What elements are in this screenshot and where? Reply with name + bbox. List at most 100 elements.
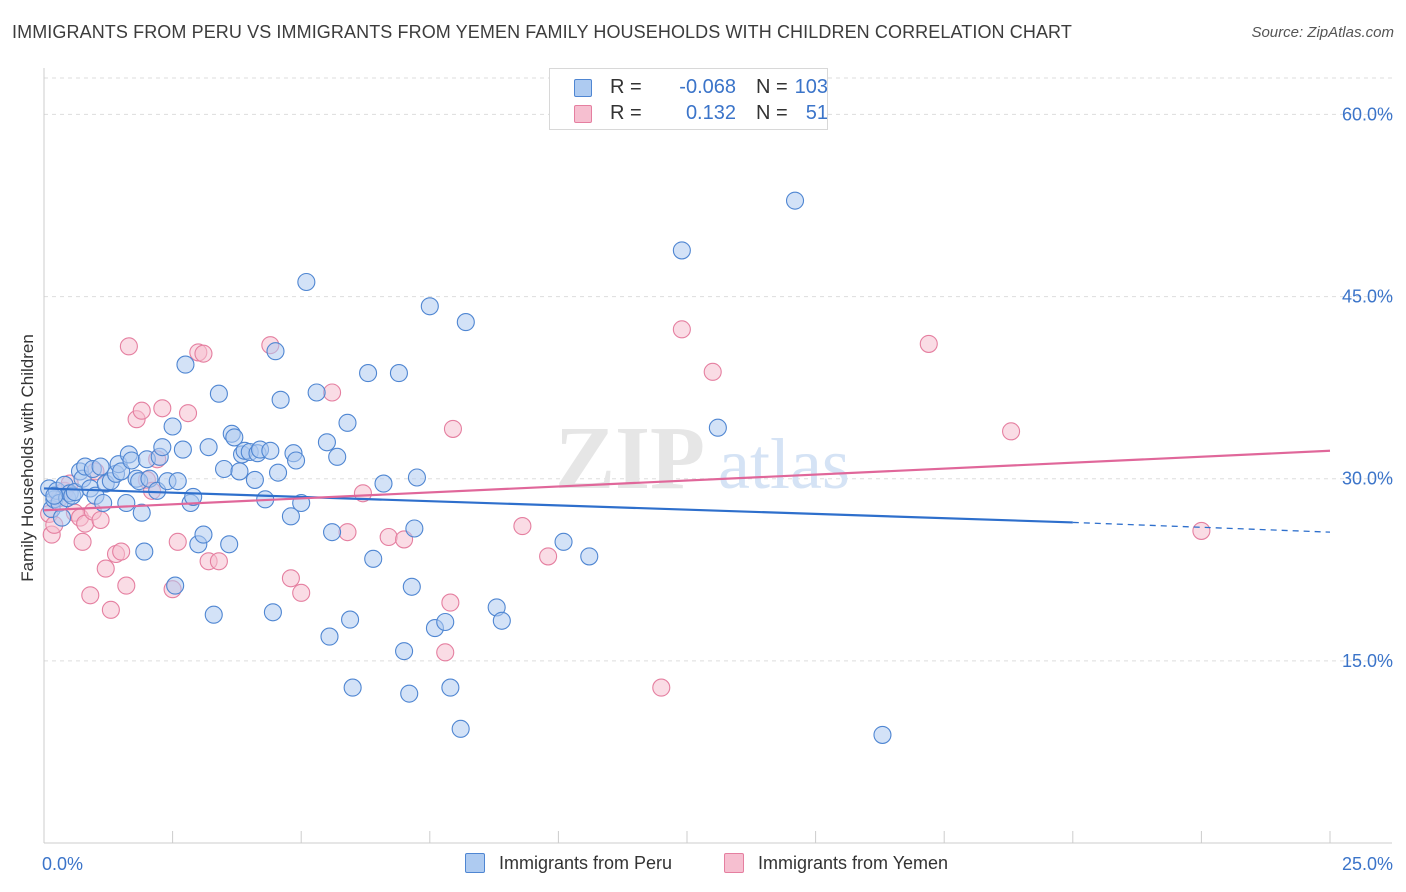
peru-point xyxy=(708,418,727,437)
peru-point xyxy=(580,547,599,566)
peru-points xyxy=(40,191,892,744)
peru-point xyxy=(320,627,339,646)
yemen-point xyxy=(379,527,398,547)
trend-lines xyxy=(43,449,1331,533)
peru-point xyxy=(338,413,357,432)
peru-point xyxy=(405,519,424,538)
peru-point xyxy=(297,272,316,292)
yemen-point xyxy=(353,484,372,503)
peru-point xyxy=(117,493,136,513)
peru-point xyxy=(492,611,511,630)
peru-point xyxy=(395,642,414,661)
peru-point xyxy=(323,523,342,542)
peru-point xyxy=(420,297,439,316)
yemen-point xyxy=(1002,422,1021,441)
bottom-legend-peru-label: Immigrants from Peru xyxy=(499,853,673,873)
peru-point xyxy=(266,342,285,361)
legend-r-value: -0.068 xyxy=(679,76,736,98)
peru-point xyxy=(436,612,455,632)
peru-point xyxy=(194,525,213,544)
yemen-point xyxy=(117,576,136,595)
peru-point xyxy=(407,468,426,487)
peru-point xyxy=(451,719,470,738)
yemen-point xyxy=(539,547,558,566)
peru-point xyxy=(400,684,419,703)
y-tick-label: 30.0% xyxy=(1342,469,1393,489)
yemen-point xyxy=(96,559,115,578)
peru-point xyxy=(122,451,141,470)
peru-point xyxy=(166,576,185,595)
peru-trend-line xyxy=(43,487,1073,524)
peru-point xyxy=(263,603,282,622)
bottom-legend-yemen-label: Immigrants from Yemen xyxy=(758,853,949,873)
yemen-point xyxy=(703,362,722,381)
yemen-point xyxy=(652,678,671,697)
watermark: ZIP atlas xyxy=(555,409,850,508)
yemen-point xyxy=(132,401,151,420)
yemen-point xyxy=(168,532,187,551)
yemen-point xyxy=(153,399,172,418)
peru-point xyxy=(132,503,151,522)
peru-point xyxy=(287,451,306,470)
yemen-point xyxy=(338,523,357,542)
peru-point xyxy=(176,355,195,374)
yemen-point xyxy=(81,586,100,605)
yemen-point xyxy=(292,583,311,602)
yemen-point xyxy=(513,517,532,536)
peru-point xyxy=(343,678,362,697)
peru-point xyxy=(269,463,288,482)
peru-point xyxy=(94,493,113,513)
peru-point xyxy=(328,447,347,466)
yemen-point xyxy=(178,404,198,423)
legend-n-label: N = xyxy=(756,102,788,124)
x-tick-label: 25.0% xyxy=(1342,854,1393,874)
peru-point xyxy=(554,532,573,551)
yemen-point xyxy=(194,344,213,363)
watermark-zip: ZIP xyxy=(555,409,705,508)
peru-point xyxy=(402,577,421,596)
yemen-point xyxy=(119,337,138,356)
chart-title: IMMIGRANTS FROM PERU VS IMMIGRANTS FROM … xyxy=(12,22,1072,42)
peru-point xyxy=(214,459,234,479)
peru-point xyxy=(91,457,110,476)
peru-point xyxy=(245,470,264,489)
peru-point xyxy=(672,241,691,260)
yemen-point xyxy=(101,600,120,619)
watermark-atlas: atlas xyxy=(718,424,850,504)
yemen-point xyxy=(443,419,462,438)
y-axis-label: Family Households with Children xyxy=(18,334,37,582)
yemen-point xyxy=(672,320,691,339)
yemen-point xyxy=(91,510,110,530)
peru-point xyxy=(199,438,218,457)
legend-n-value: 103 xyxy=(794,76,828,98)
peru-point xyxy=(456,313,475,332)
peru-swatch xyxy=(574,79,592,97)
yemen-point xyxy=(281,569,300,588)
peru-point xyxy=(374,474,393,493)
peru-point xyxy=(364,549,383,568)
peru-point xyxy=(163,417,182,436)
peru-point xyxy=(873,725,892,744)
legend-n-label: N = xyxy=(756,76,788,98)
peru-point xyxy=(271,390,290,409)
peru-point xyxy=(317,433,336,452)
legend-n-value: 51 xyxy=(805,102,828,124)
peru-point xyxy=(204,605,223,624)
yemen-point xyxy=(112,542,131,561)
tick-labels: 15.0% 30.0% 45.0% 60.0% 0.0% 25.0% xyxy=(42,104,1393,874)
yemen-point xyxy=(436,643,455,662)
peru-swatch xyxy=(465,853,485,873)
yemen-point xyxy=(209,552,228,571)
peru-point xyxy=(135,542,154,561)
yemen-point xyxy=(919,334,938,353)
yemen-point xyxy=(73,532,92,551)
peru-point xyxy=(52,508,72,527)
y-tick-label: 45.0% xyxy=(1342,287,1393,307)
peru-point xyxy=(281,507,300,526)
x-tick-label: 0.0% xyxy=(42,854,83,874)
peru-point xyxy=(261,441,280,460)
peru-point xyxy=(168,472,187,491)
legend-r-label: R = xyxy=(610,76,642,98)
yemen-swatch xyxy=(574,105,592,123)
